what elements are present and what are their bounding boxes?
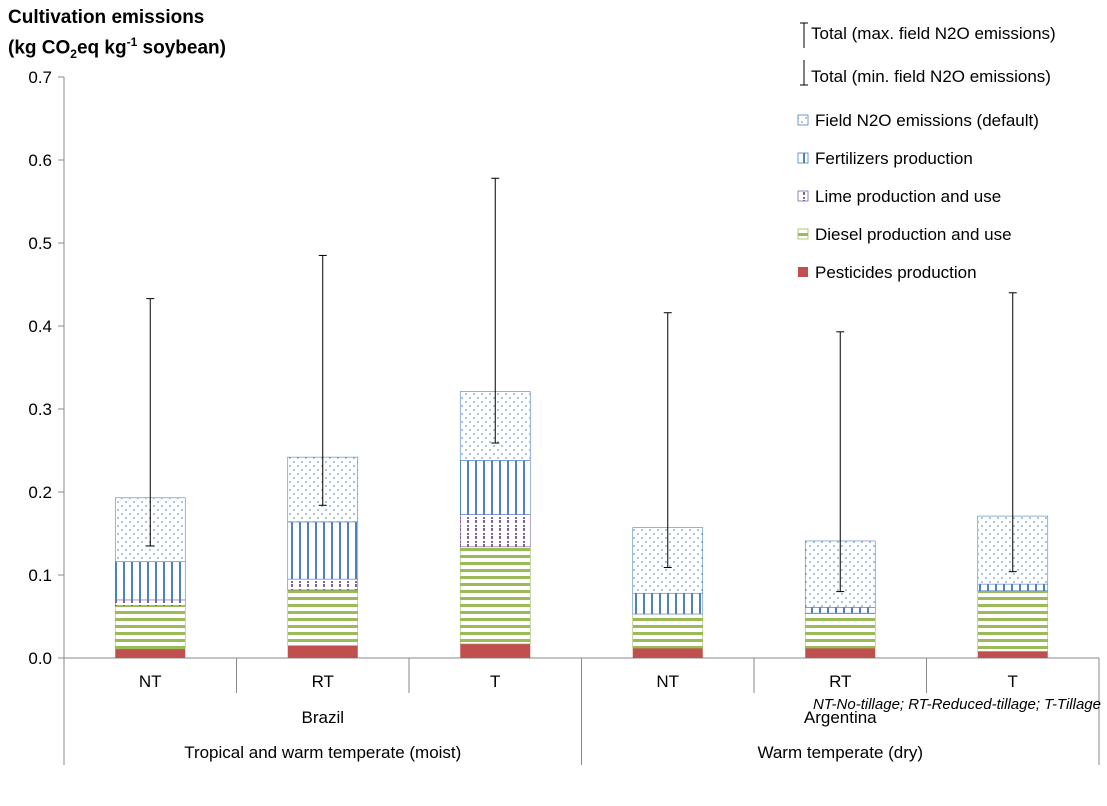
- bar-segment: [804, 612, 876, 649]
- legend-swatch: [797, 152, 809, 164]
- legend-label-max: Total (max. field N2O emissions): [811, 24, 1056, 43]
- y-tick-label: 0.1: [28, 566, 52, 585]
- y-tick-label: 0.2: [28, 483, 52, 502]
- y-tick-label: 0.3: [28, 400, 52, 419]
- x-tick-label: RT: [312, 672, 334, 691]
- y-tick-label: 0.5: [28, 234, 52, 253]
- bar-segment: [977, 583, 1049, 592]
- bar-segment: [459, 546, 531, 645]
- bar-segment: [977, 590, 1049, 652]
- group-label-country: Argentina: [804, 708, 877, 727]
- group-label-climate: Warm temperate (dry): [757, 743, 923, 762]
- x-tick-label: RT: [829, 672, 851, 691]
- legend-label: Lime production and use: [815, 187, 1001, 206]
- bar-segment: [632, 613, 704, 649]
- x-tick-label: T: [1008, 672, 1018, 691]
- y-tick-label: 0.6: [28, 151, 52, 170]
- bar-segment: [632, 592, 704, 615]
- bar-segment: [287, 589, 359, 646]
- chart-title-line2: (kg CO2eq kg-1 soybean): [8, 35, 226, 62]
- bar-segment: [114, 605, 186, 650]
- bar-segment: [287, 521, 359, 580]
- legend-label: Diesel production and use: [815, 225, 1012, 244]
- bar-segment: [459, 460, 531, 515]
- bar-segment: [114, 561, 186, 601]
- bar-segment: [460, 643, 531, 658]
- group-label-climate: Tropical and warm temperate (moist): [184, 743, 461, 762]
- y-tick-label: 0.7: [28, 68, 52, 87]
- bar-segment: [115, 648, 186, 658]
- bar-segment: [114, 599, 186, 607]
- legend-swatch: [797, 228, 809, 240]
- bar-segment: [805, 648, 876, 658]
- legend-swatch: [797, 114, 809, 126]
- legend-label: Fertilizers production: [815, 149, 973, 168]
- legend-swatch: [798, 267, 808, 277]
- bar-segment: [459, 514, 531, 548]
- y-tick-label: 0.4: [28, 317, 52, 336]
- chart-title: Cultivation emissions (kg CO2eq kg-1 soy…: [8, 6, 226, 66]
- footnote: NT-No-tillage; RT-Reduced-tillage; T-Til…: [812, 696, 1101, 713]
- group-label-country: Brazil: [301, 708, 344, 727]
- legend-label: Pesticides production: [815, 263, 977, 282]
- y-tick-label: 0.0: [28, 649, 52, 668]
- bar-segment: [632, 648, 703, 658]
- bar-segment: [977, 651, 1048, 658]
- x-tick-label: NT: [139, 672, 162, 691]
- chart-title-line1: Cultivation emissions: [8, 7, 205, 28]
- bar-segment: [804, 607, 876, 614]
- x-tick-label: NT: [656, 672, 679, 691]
- bar-segment: [287, 578, 359, 591]
- bar-segment: [287, 645, 358, 658]
- x-tick-label: T: [490, 672, 500, 691]
- legend-swatch: [797, 190, 809, 202]
- legend-label: Field N2O emissions (default): [815, 111, 1039, 130]
- legend-label-min: Total (min. field N2O emissions): [811, 67, 1051, 86]
